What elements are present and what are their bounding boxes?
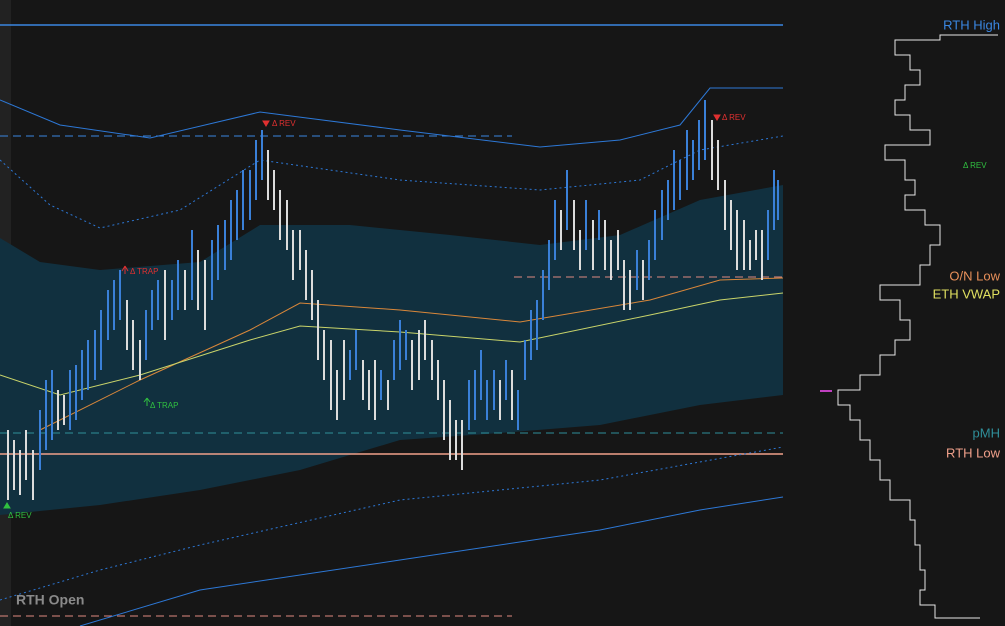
pmh-label: pMH [973, 425, 1000, 440]
lower-band [79, 496, 784, 626]
signal-arrows [121, 114, 721, 274]
signal-label: Δ TRAP [150, 401, 178, 410]
eth-vwap-label: ETH VWAP [933, 286, 1000, 301]
on-low-label: O/N Low [949, 268, 1000, 283]
signal-label: Δ REV [272, 119, 296, 128]
signal-label: Δ REV [8, 511, 32, 520]
eth-vwap-line [0, 292, 784, 396]
signal-label: Δ REV [722, 113, 746, 122]
volume-profile [837, 34, 998, 619]
rth-open-label: RTH Open [16, 592, 84, 608]
signal-label: Δ TRAP [130, 267, 158, 276]
rth-low-label: RTH Low [946, 445, 1001, 460]
rth-high-label: RTH High [943, 17, 1000, 32]
upper-band [0, 87, 783, 148]
signal-arrows [3, 397, 151, 509]
price-bars [7, 100, 779, 500]
signal-label: Δ REV [963, 161, 987, 170]
